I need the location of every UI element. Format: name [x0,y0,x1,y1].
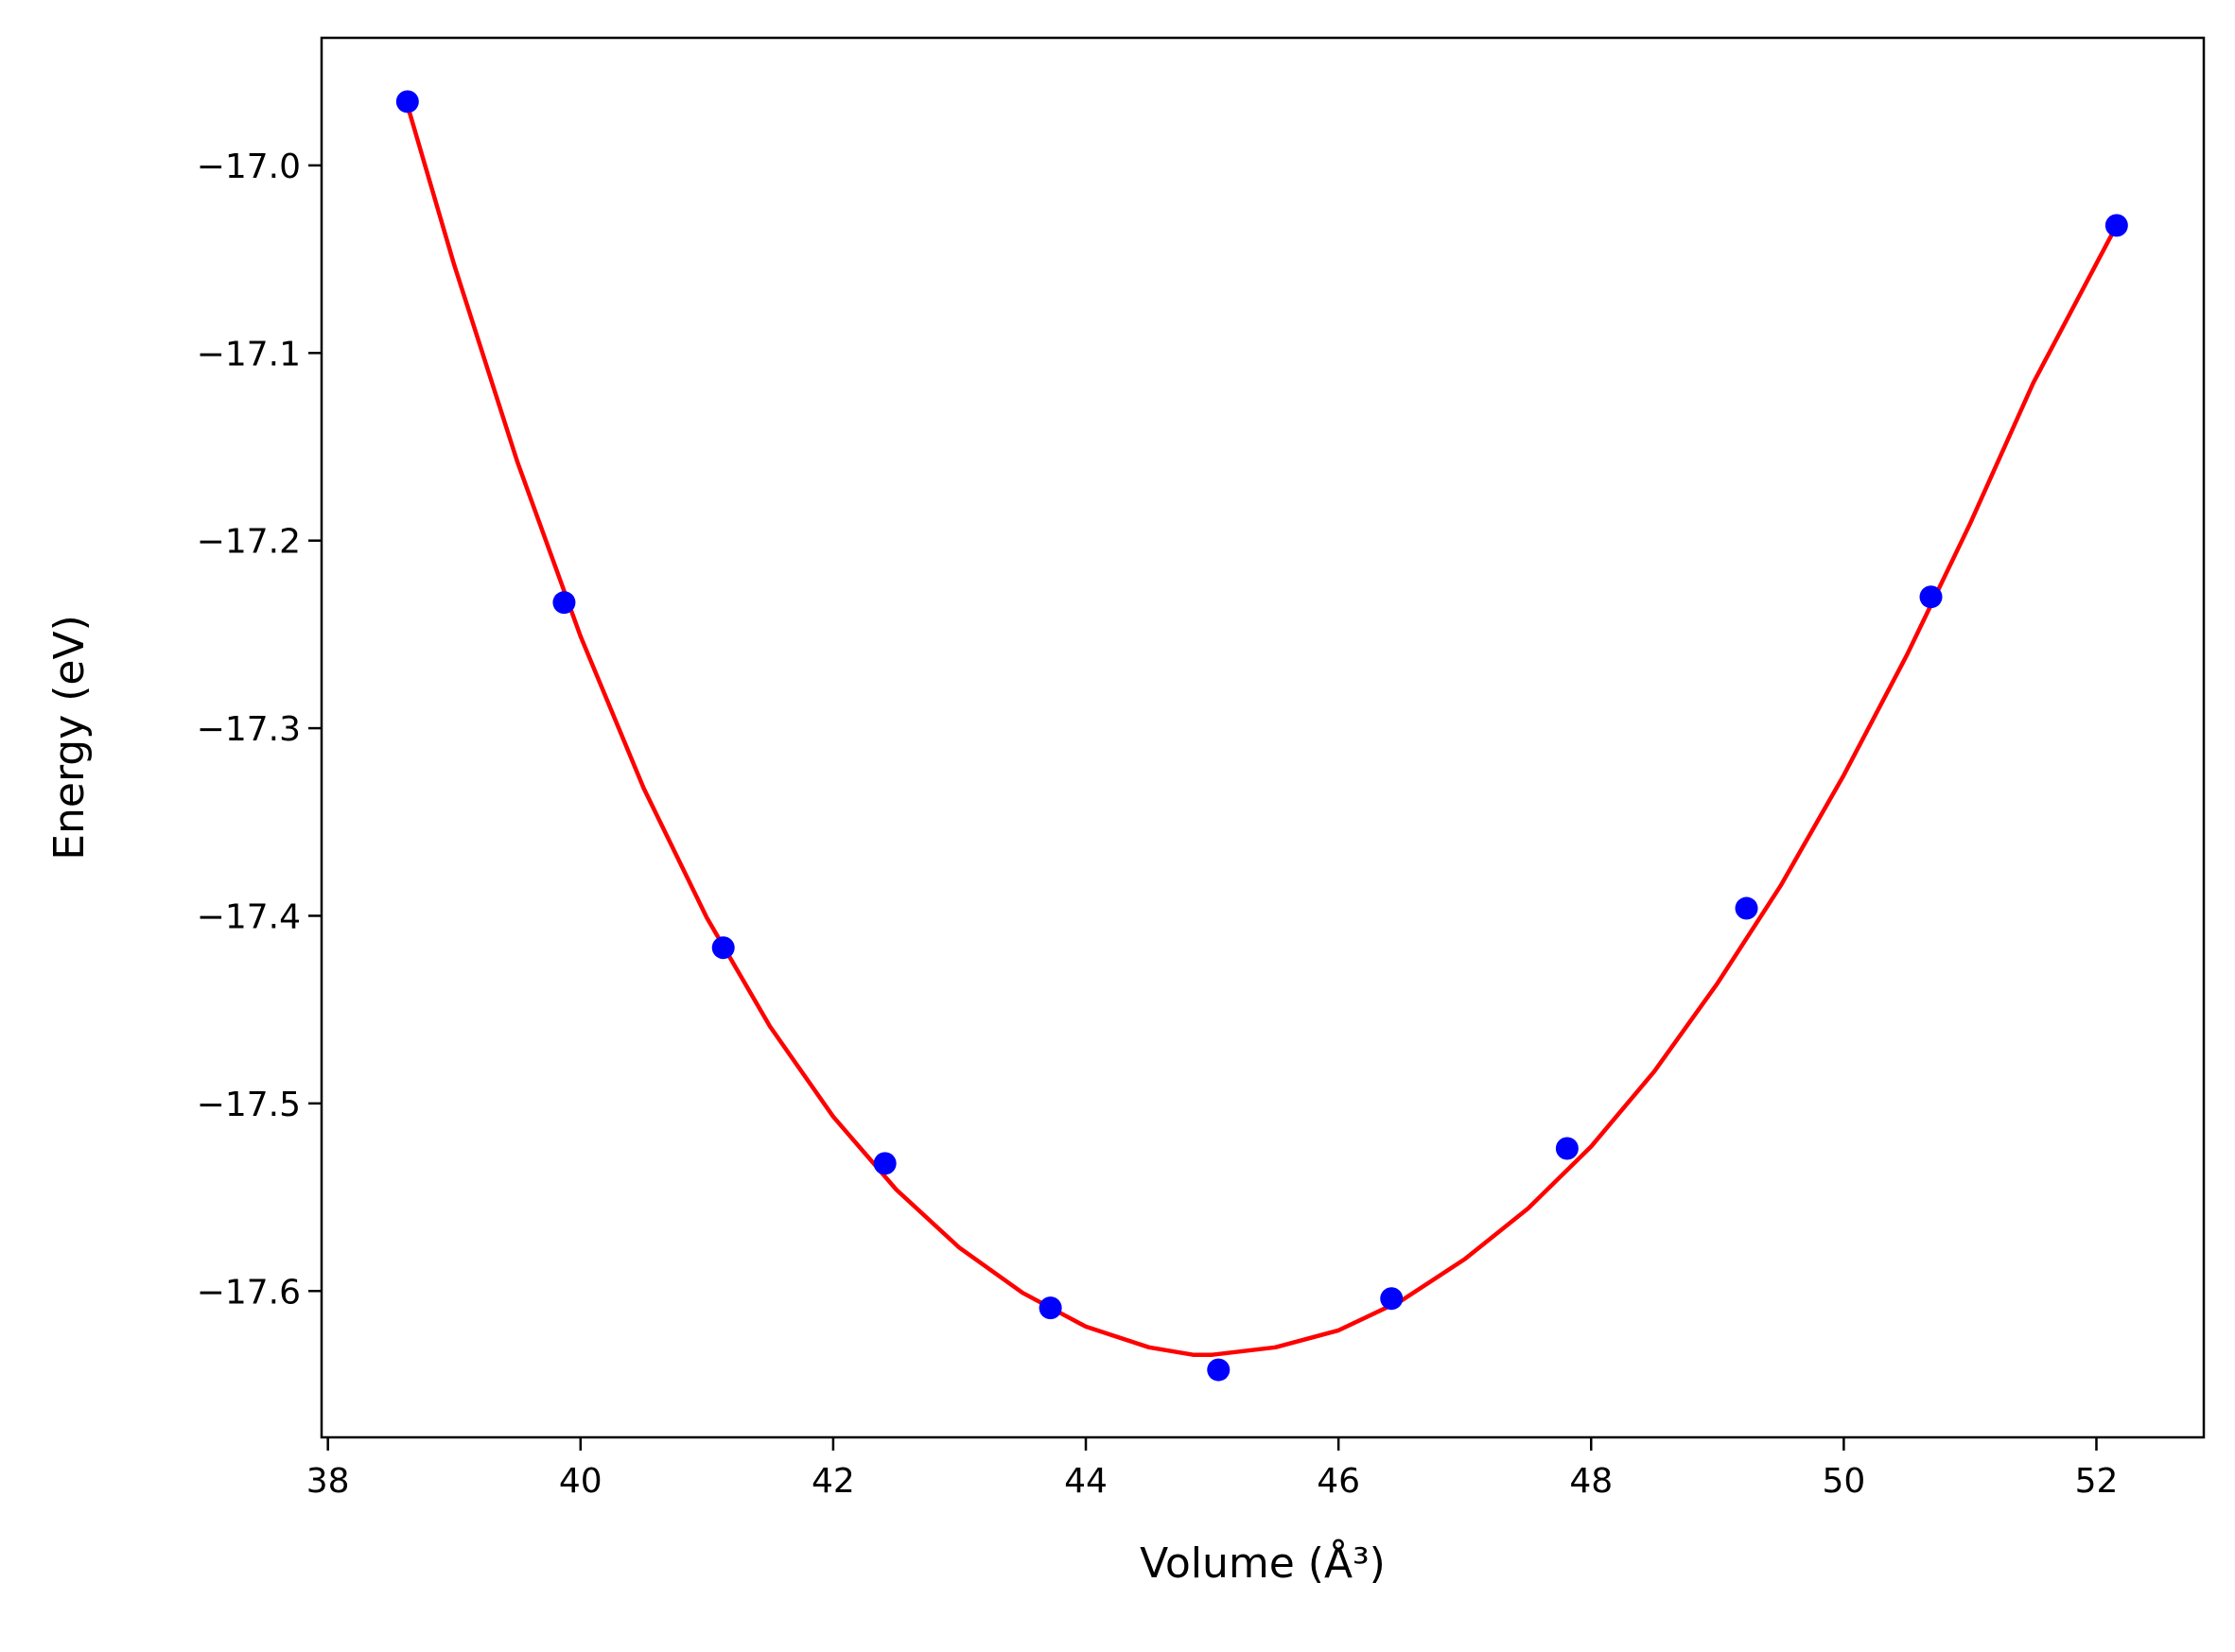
data-point [1380,1287,1404,1311]
y-axis-ticks: −17.0 −17.1 −17.2 −17.3 −17.4 −17.5 −17.6 [197,148,322,1312]
data-point [711,936,735,960]
x-tick-label: 48 [1569,1462,1613,1501]
data-point [1207,1358,1231,1382]
data-points-layer [395,90,2128,1382]
y-tick-label: −17.4 [197,897,301,936]
y-tick-label: −17.0 [197,148,301,186]
data-point [1735,896,1758,920]
x-tick-label: 42 [812,1462,855,1501]
x-tick-label: 50 [1822,1462,1865,1501]
x-tick-label: 38 [306,1462,350,1501]
y-tick-label: −17.3 [197,710,301,749]
y-tick-label: −17.5 [197,1086,301,1124]
x-tick-label: 40 [559,1462,602,1501]
y-tick-label: −17.1 [197,335,301,374]
x-tick-label: 46 [1317,1462,1360,1501]
y-axis-label: Energy (eV) [45,615,94,861]
data-point [395,90,419,113]
fit-curve-line [405,104,2119,1357]
data-point [1039,1296,1062,1320]
y-tick-label: −17.2 [197,523,301,562]
plot-area-frame [320,36,2206,1439]
data-point [2104,214,2128,237]
x-axis-label: Volume (Å³) [1140,1538,1386,1588]
y-tick-label: −17.6 [197,1273,301,1312]
data-point [1555,1137,1579,1160]
data-point [552,591,576,615]
data-point [873,1152,897,1175]
x-axis-ticks: 38 40 42 44 46 48 50 52 [306,1437,2119,1501]
data-point [1919,585,1943,609]
x-tick-label: 52 [2075,1462,2119,1501]
fit-curve-layer [405,104,2119,1357]
x-tick-label: 44 [1064,1462,1108,1501]
